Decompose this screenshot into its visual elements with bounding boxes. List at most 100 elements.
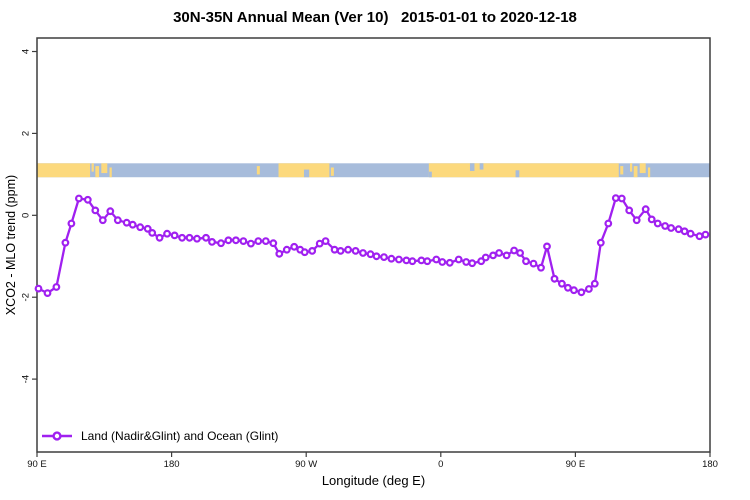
data-point [558, 279, 566, 288]
data-point [510, 246, 518, 255]
data-point [155, 233, 164, 242]
data-point [163, 229, 172, 238]
data-point [208, 237, 216, 246]
map-strip-land [428, 163, 619, 178]
x-axis-label: Longitude (deg E) [321, 473, 426, 488]
data-point [611, 194, 620, 203]
data-point [617, 194, 626, 203]
data-point [113, 216, 122, 225]
map-strip-island [95, 166, 100, 178]
map-strip-island [620, 166, 624, 175]
data-point [321, 237, 330, 246]
data-point [641, 205, 650, 214]
map-strip-land [37, 163, 91, 178]
data-point [564, 283, 572, 292]
map-strip [37, 163, 710, 178]
map-strip-notch [303, 169, 310, 178]
data-point [462, 258, 471, 266]
map-strip-island [256, 166, 260, 175]
map-strip-island [633, 166, 638, 178]
y-tick-label: 4 [21, 49, 32, 54]
data-point [438, 258, 447, 266]
map-strip-island [91, 163, 94, 172]
data-point [537, 263, 545, 272]
x-tick-label: 180 [164, 459, 180, 470]
data-point [516, 249, 524, 257]
data-point [193, 234, 201, 243]
data-point [502, 251, 511, 260]
data-point [254, 237, 263, 246]
data-point [667, 224, 675, 232]
data-point [366, 250, 375, 259]
data-point [185, 233, 194, 242]
data-point [661, 222, 669, 230]
data-point [701, 230, 710, 239]
map-strip-island [101, 163, 108, 174]
plot-box [36, 37, 711, 453]
data-point [148, 228, 157, 237]
x-tick-label: 90 E [566, 459, 586, 470]
data-point [43, 289, 52, 298]
data-point [372, 252, 381, 261]
data-point [647, 215, 656, 224]
data-point [61, 238, 70, 247]
legend-marker-icon [42, 431, 72, 441]
data-point [585, 285, 593, 293]
data-point [674, 225, 683, 234]
data-point [128, 220, 137, 229]
data-point [202, 233, 210, 242]
data-point [143, 224, 152, 233]
data-point [402, 256, 411, 265]
y-tick-label: -4 [21, 375, 32, 383]
data-point [432, 255, 441, 264]
data-point [67, 219, 76, 228]
data-point [445, 258, 454, 267]
data-point [590, 279, 599, 288]
data-point [178, 233, 187, 242]
map-strip-notch [428, 171, 432, 178]
data-point [336, 246, 345, 255]
data-point [596, 238, 605, 247]
data-point [300, 248, 309, 257]
data-point [246, 239, 255, 248]
y-tick-label: 0 [21, 213, 32, 218]
data-point [98, 216, 107, 225]
y-tick-label: -2 [21, 293, 32, 301]
map-strip-notch [515, 170, 520, 178]
x-tick-label: 180 [702, 459, 718, 470]
legend-label: Land (Nadir&Glint) and Ocean (Glint) [81, 429, 279, 443]
map-strip-notch [479, 163, 484, 170]
data-point [417, 256, 426, 265]
data-point [74, 194, 83, 203]
data-point [282, 245, 291, 254]
data-point [239, 237, 248, 246]
data-point [380, 253, 388, 262]
data-point [522, 257, 530, 266]
data-point [217, 239, 225, 248]
data-point [680, 227, 689, 236]
data-point [543, 242, 551, 251]
data-point [315, 239, 324, 248]
data-point [570, 286, 578, 295]
data-point [529, 259, 538, 268]
data-point [481, 253, 490, 262]
data-point [408, 257, 417, 266]
data-point [83, 195, 92, 204]
map-strip-island [330, 167, 334, 176]
data-point [395, 255, 403, 264]
data-point [106, 207, 115, 216]
data-point [495, 249, 504, 257]
data-point [387, 254, 396, 263]
data-markers [34, 194, 710, 298]
x-tick-label: 90 W [295, 459, 317, 470]
data-point [290, 242, 299, 251]
data-point [308, 246, 317, 255]
data-point [330, 245, 339, 254]
map-strip-island [629, 163, 633, 172]
data-point [91, 206, 100, 215]
data-point [632, 216, 641, 225]
x-tick-label: 90 E [27, 459, 47, 470]
data-point [224, 236, 233, 245]
data-point [695, 232, 704, 241]
